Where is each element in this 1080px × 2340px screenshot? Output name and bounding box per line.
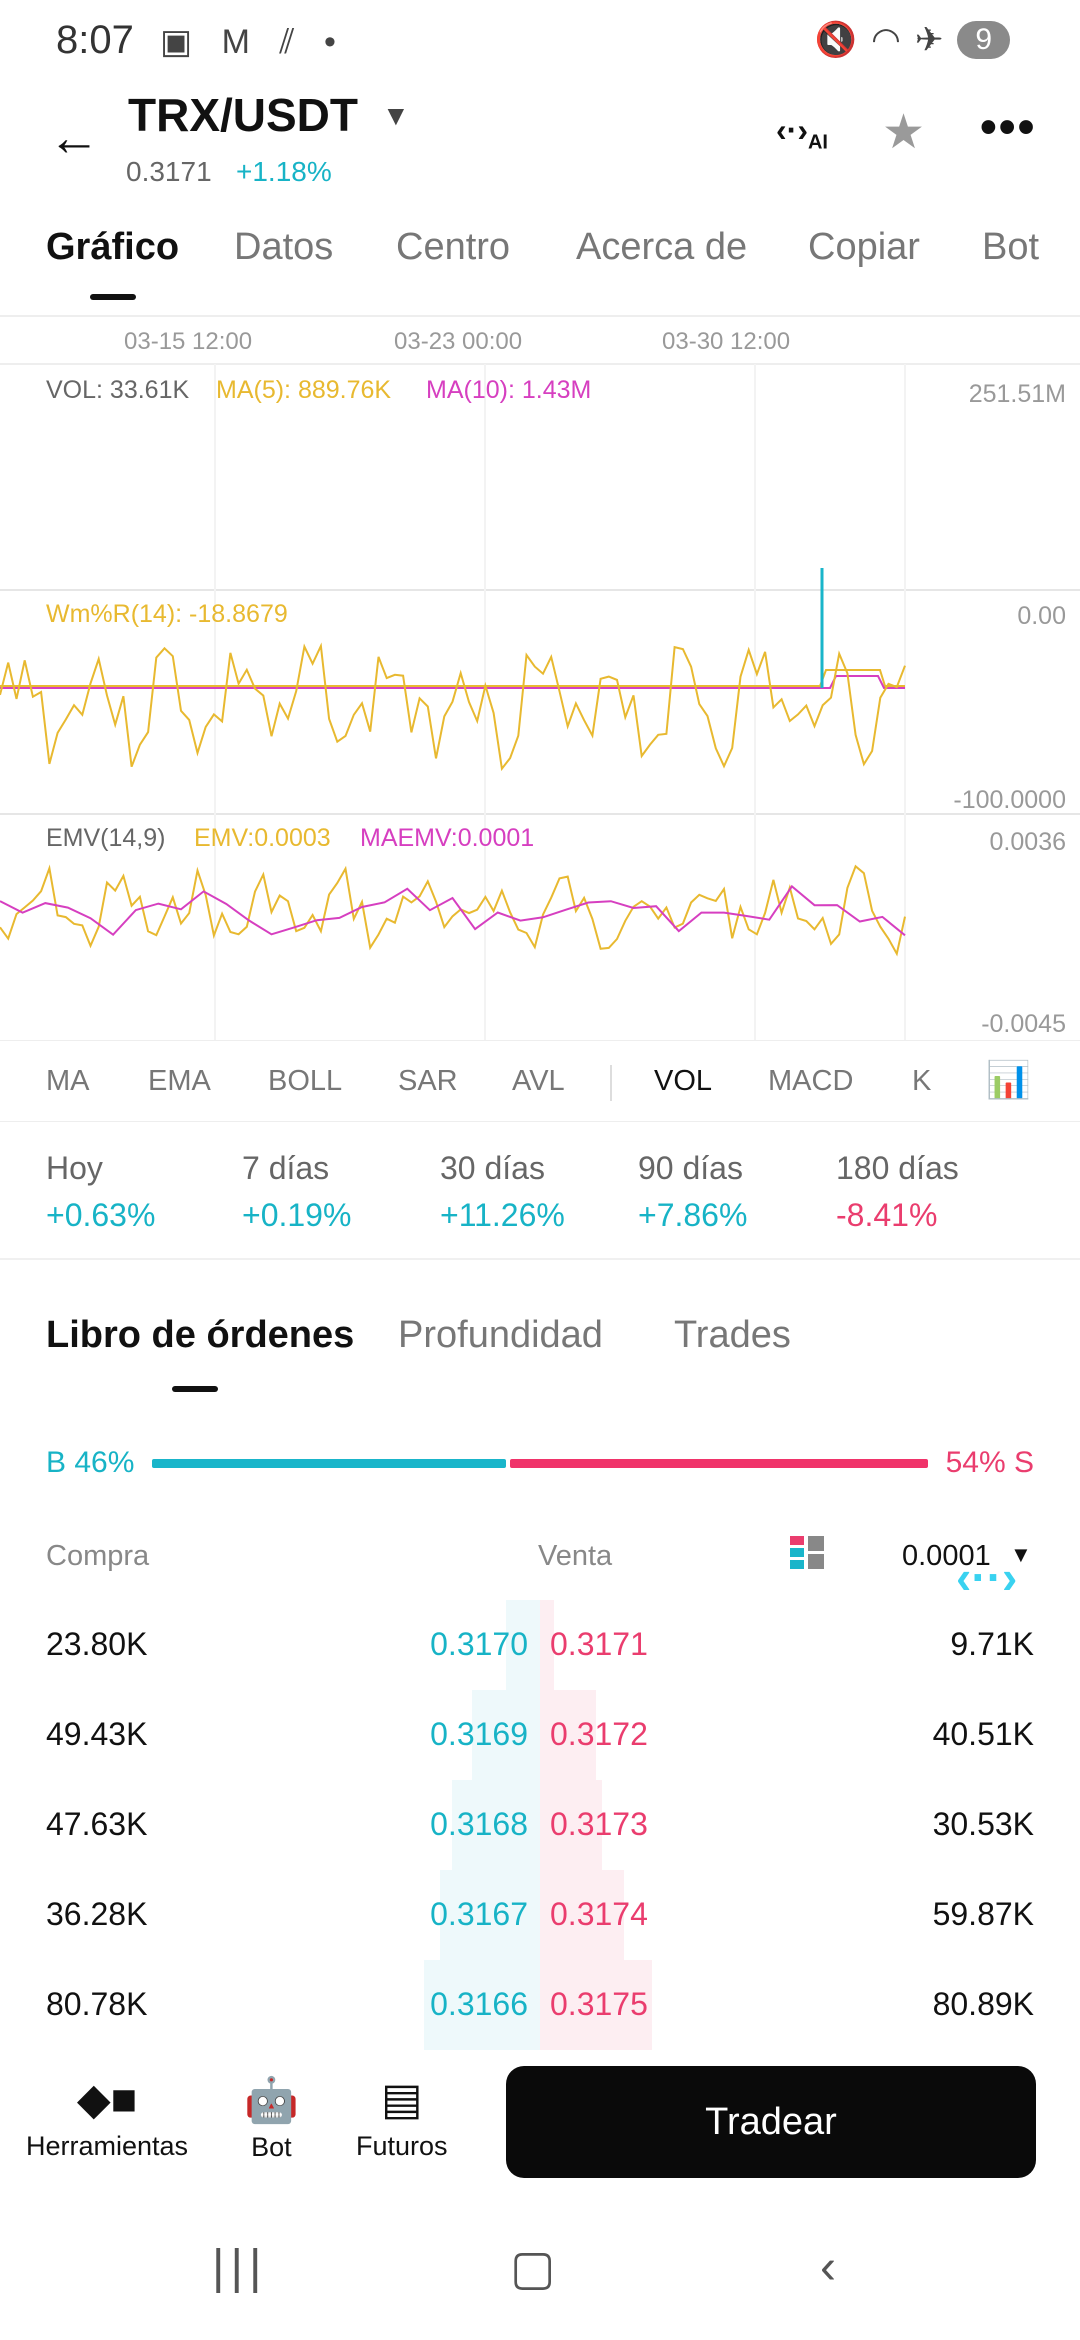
vol-ma10-label: MA(10): 1.43M [426, 376, 592, 404]
maemv-value-label: MAEMV:0.0001 [360, 824, 535, 852]
futures-icon: ▤ [380, 2075, 423, 2124]
wifi-icon: ◠ [871, 21, 901, 59]
favorite-star-icon[interactable]: ★ [882, 106, 926, 159]
precision-select[interactable]: 0.0001 [902, 1540, 991, 1572]
vol-ma10-line [0, 675, 905, 689]
buy-header: Compra [46, 1540, 150, 1572]
tab-copiar[interactable]: Copiar [808, 226, 920, 268]
period-30d: 30 días +11.26% [440, 1150, 565, 1233]
williams-r-panel [0, 642, 906, 772]
date-label: 03-23 00:00 [394, 328, 523, 355]
system-nav-bar: ||| ▢ ‹ [0, 2220, 1080, 2340]
vol-ma5-label: MA(5): 889.76K [216, 376, 392, 404]
indicator-avl[interactable]: AVL [512, 1065, 565, 1097]
buy-ratio: B 46% [46, 1446, 135, 1479]
mute-icon: 🔇 [814, 21, 858, 59]
orderbook-row[interactable]: 80.78K 0.3166 0.3175 80.89K [0, 1960, 1080, 2050]
robot-icon: 🤖 [244, 2076, 299, 2125]
vol-label: VOL: 33.61K [46, 376, 190, 404]
active-tab-underline [90, 294, 136, 300]
period-7d: 7 días +0.19% [242, 1150, 352, 1233]
indicator-sar[interactable]: SAR [398, 1065, 458, 1097]
bottom-action-bar: ◆■ Herramientas 🤖 Bot ▤ Futuros Tradear [0, 2060, 1080, 2190]
tab-centro[interactable]: Centro [396, 226, 511, 268]
back-arrow-icon[interactable]: ← [48, 109, 100, 167]
orderbook-header: Compra Venta 0.0001 ▼ ‹··› [0, 1536, 1080, 1603]
bot-button[interactable]: 🤖 Bot [244, 2076, 299, 2162]
ai-icon[interactable]: ‹·›AI [776, 112, 828, 154]
indicator-ema[interactable]: EMA [148, 1065, 211, 1097]
emv-label: EMV(14,9) [46, 824, 166, 852]
wmr-label: Wm%R(14): -18.8679 [46, 600, 288, 628]
pair-dropdown-icon[interactable]: ▼ [382, 100, 410, 131]
vol-max-label: 251.51M [968, 380, 1066, 408]
tab-datos[interactable]: Datos [234, 226, 334, 268]
wmr-top-label: 0.00 [1017, 602, 1066, 630]
orderbook-row[interactable]: 23.80K 0.3170 0.3171 9.71K [0, 1600, 1080, 1690]
maemv-line [0, 884, 906, 937]
section-divider [0, 1258, 1080, 1260]
status-bar: 8:07 ▣ M ⫽ • 🔇 ◠ ✈ 9 [0, 0, 1080, 90]
period-180d: 180 días -8.41% [836, 1150, 959, 1233]
sell-header: Venta [538, 1540, 613, 1572]
chart-area[interactable]: 03-15 12:00 03-23 00:00 03-30 12:00 VOL:… [0, 300, 1080, 1040]
orderbook-row[interactable]: 49.43K 0.3169 0.3172 40.51K [0, 1690, 1080, 1780]
indicator-tabs: MA EMA BOLL SAR AVL VOL MACD K 📊 [0, 1040, 1080, 1122]
trade-button[interactable]: Tradear [506, 2066, 1036, 2178]
precision-dropdown-icon[interactable]: ▼ [1010, 1542, 1032, 1567]
tab-bot[interactable]: Bot [982, 226, 1040, 268]
back-icon[interactable]: ‹ [820, 2241, 836, 2294]
pair-title[interactable]: TRX/USDT [128, 89, 358, 141]
futures-button[interactable]: ▤ Futuros [356, 2075, 448, 2161]
orderbook-tabs: Libro de órdenes Profundidad Trades [0, 1310, 1080, 1390]
date-label: 03-30 12:00 [662, 328, 791, 355]
layout-toggle-icon[interactable] [790, 1536, 824, 1570]
emv-top-label: 0.0036 [989, 828, 1066, 856]
home-icon[interactable]: ▢ [510, 2242, 556, 2295]
airplane-icon: ✈ [914, 21, 944, 59]
tab-profundidad[interactable]: Profundidad [398, 1314, 603, 1356]
more-options-icon[interactable]: ••• [980, 101, 1037, 154]
pair-change: +1.18% [236, 156, 332, 187]
main-tabs: Gráfico Datos Centro Acerca de Copiar Bo… [0, 218, 1080, 304]
indicator-boll[interactable]: BOLL [268, 1065, 343, 1097]
indicator-macd[interactable]: MACD [768, 1065, 854, 1097]
tab-libro-ordenes[interactable]: Libro de órdenes [46, 1314, 355, 1356]
indicator-separator [610, 1065, 612, 1101]
indicator-ma[interactable]: MA [46, 1065, 90, 1097]
period-today: Hoy +0.63% [46, 1150, 156, 1233]
system-icons: 🔇 ◠ ✈ 9 [815, 20, 1010, 60]
tools-icon: ◆■ [76, 2075, 138, 2124]
indicator-charts[interactable] [0, 300, 1080, 1040]
tab-acerca-de[interactable]: Acerca de [576, 226, 748, 268]
orderbook-row[interactable]: 47.63K 0.3168 0.3173 30.53K [0, 1780, 1080, 1870]
recent-apps-icon[interactable]: ||| [212, 2241, 268, 2294]
emv-line [0, 864, 906, 957]
tools-button[interactable]: ◆■ Herramientas [26, 2075, 189, 2161]
wmr-line [0, 642, 906, 772]
chart-settings-icon[interactable]: 📊 [986, 1059, 1031, 1100]
pair-price: 0.3171 [126, 156, 212, 187]
buy-ratio-bar [152, 1459, 506, 1468]
status-time: 8:07 [56, 18, 134, 62]
battery-icon: 9 [957, 21, 1010, 59]
emv-panel [0, 864, 906, 957]
sell-ratio-bar [510, 1459, 928, 1468]
emv-value-label: EMV:0.0003 [194, 824, 331, 852]
indicator-vol[interactable]: VOL [654, 1065, 713, 1097]
emv-bottom-label: -0.0045 [981, 1010, 1066, 1038]
orderbook-tab-underline [172, 1386, 218, 1392]
floating-assistant-icon[interactable]: ‹··› [956, 1551, 1018, 1603]
period-90d: 90 días +7.86% [638, 1150, 748, 1233]
tab-grafico[interactable]: Gráfico [46, 226, 180, 268]
sell-ratio: 54% S [945, 1446, 1034, 1479]
notification-icons: ▣ M ⫽ • [160, 23, 346, 61]
wmr-bottom-label: -100.0000 [953, 786, 1066, 814]
date-label: 03-15 12:00 [124, 328, 253, 355]
period-performance: Hoy +0.63% 7 días +0.19% 30 días +11.26%… [0, 1140, 1080, 1260]
orderbook-row[interactable]: 36.28K 0.3167 0.3174 59.87K [0, 1870, 1080, 1960]
tab-trades[interactable]: Trades [674, 1314, 791, 1356]
orderbook-rows: 23.80K 0.3170 0.3171 9.71K 49.43K 0.3169… [0, 1600, 1080, 2060]
indicator-k[interactable]: K [912, 1065, 932, 1097]
